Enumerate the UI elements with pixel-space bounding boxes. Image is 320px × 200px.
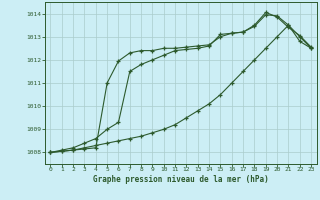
X-axis label: Graphe pression niveau de la mer (hPa): Graphe pression niveau de la mer (hPa) [93, 175, 269, 184]
